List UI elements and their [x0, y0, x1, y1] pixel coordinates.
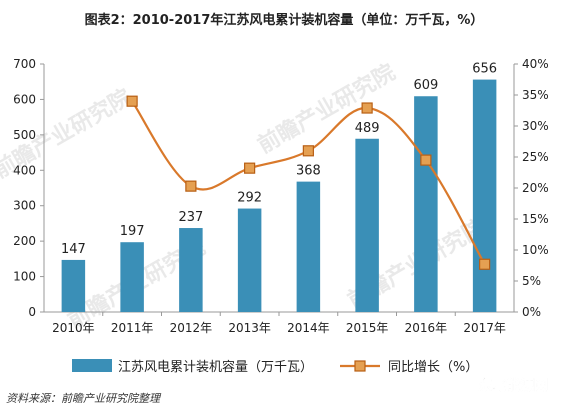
source-note: 资料来源：前瞻产业研究院整理 — [6, 392, 162, 405]
x-tick-label: 2010年 — [52, 321, 95, 335]
legend: 江苏风电累计装机容量（万千瓦） 同比增长（%） — [72, 359, 478, 375]
bar-data-label: 609 — [413, 78, 438, 93]
growth-point — [185, 180, 197, 192]
legend-label-line: 同比增长（%） — [388, 360, 478, 375]
growth-point — [244, 162, 256, 174]
growth-point — [361, 102, 373, 114]
y-right-tick-label: 30% — [522, 119, 549, 133]
y-right-tick-label: 25% — [522, 150, 549, 164]
growth-point — [126, 95, 138, 107]
legend-swatch-bar — [72, 359, 112, 372]
plot-area: 前瞻产业研究院前瞻产业研究院前瞻产业研究院前瞻产业研究院010020030040… — [0, 57, 549, 335]
y-right-tick-label: 35% — [522, 88, 549, 102]
y-left-tick-label: 300 — [13, 199, 36, 213]
bar-data-label: 489 — [355, 121, 380, 136]
x-tick-label: 2015年 — [346, 321, 389, 335]
bar — [237, 208, 262, 312]
y-left-tick-label: 700 — [13, 57, 36, 71]
growth-point — [420, 154, 432, 166]
bar — [414, 96, 438, 313]
bar-data-label: 368 — [296, 164, 321, 179]
y-left-tick-label: 200 — [13, 234, 36, 248]
bar — [120, 242, 144, 312]
bar-data-label: 656 — [472, 62, 497, 77]
bar-data-label: 147 — [61, 242, 86, 257]
y-left-tick-label: 400 — [13, 163, 36, 177]
bar — [355, 138, 379, 312]
y-right-tick-label: 10% — [522, 243, 549, 257]
legend-label-bar: 江苏风电累计装机容量（万千瓦） — [118, 359, 313, 375]
bar-data-label: 292 — [237, 191, 262, 206]
x-tick-label: 2017年 — [463, 321, 506, 335]
y-right-tick-label: 0% — [522, 305, 541, 319]
legend-swatch-marker — [354, 360, 366, 372]
y-right-tick-label: 40% — [522, 57, 549, 71]
y-right-tick-label: 15% — [522, 212, 549, 226]
site-logo-text: 东北能源网 — [478, 377, 548, 394]
bar — [296, 181, 321, 312]
site-logo: 东北能源网 — [478, 377, 549, 395]
y-left-tick-label: 100 — [13, 270, 36, 284]
bar — [472, 79, 497, 313]
chart-title: 图表2：2010-2017年江苏风电累计装机容量（单位：万千瓦，%） — [85, 12, 484, 28]
bar-data-label: 237 — [178, 210, 203, 225]
bar-data-label: 197 — [120, 224, 145, 239]
x-tick-label: 2014年 — [287, 321, 330, 335]
bar — [179, 228, 203, 312]
y-right-tick-label: 20% — [522, 181, 549, 195]
x-tick-label: 2011年 — [111, 321, 154, 335]
growth-point — [302, 145, 314, 157]
x-tick-label: 2013年 — [228, 321, 271, 335]
y-right-tick-label: 5% — [522, 274, 541, 288]
bar — [61, 259, 86, 312]
y-left-tick-label: 0 — [28, 305, 36, 319]
x-tick-label: 2012年 — [170, 321, 213, 335]
y-left-tick-label: 600 — [13, 92, 36, 106]
x-tick-label: 2016年 — [405, 321, 448, 335]
growth-point — [479, 258, 491, 270]
y-left-tick-label: 500 — [13, 128, 36, 142]
